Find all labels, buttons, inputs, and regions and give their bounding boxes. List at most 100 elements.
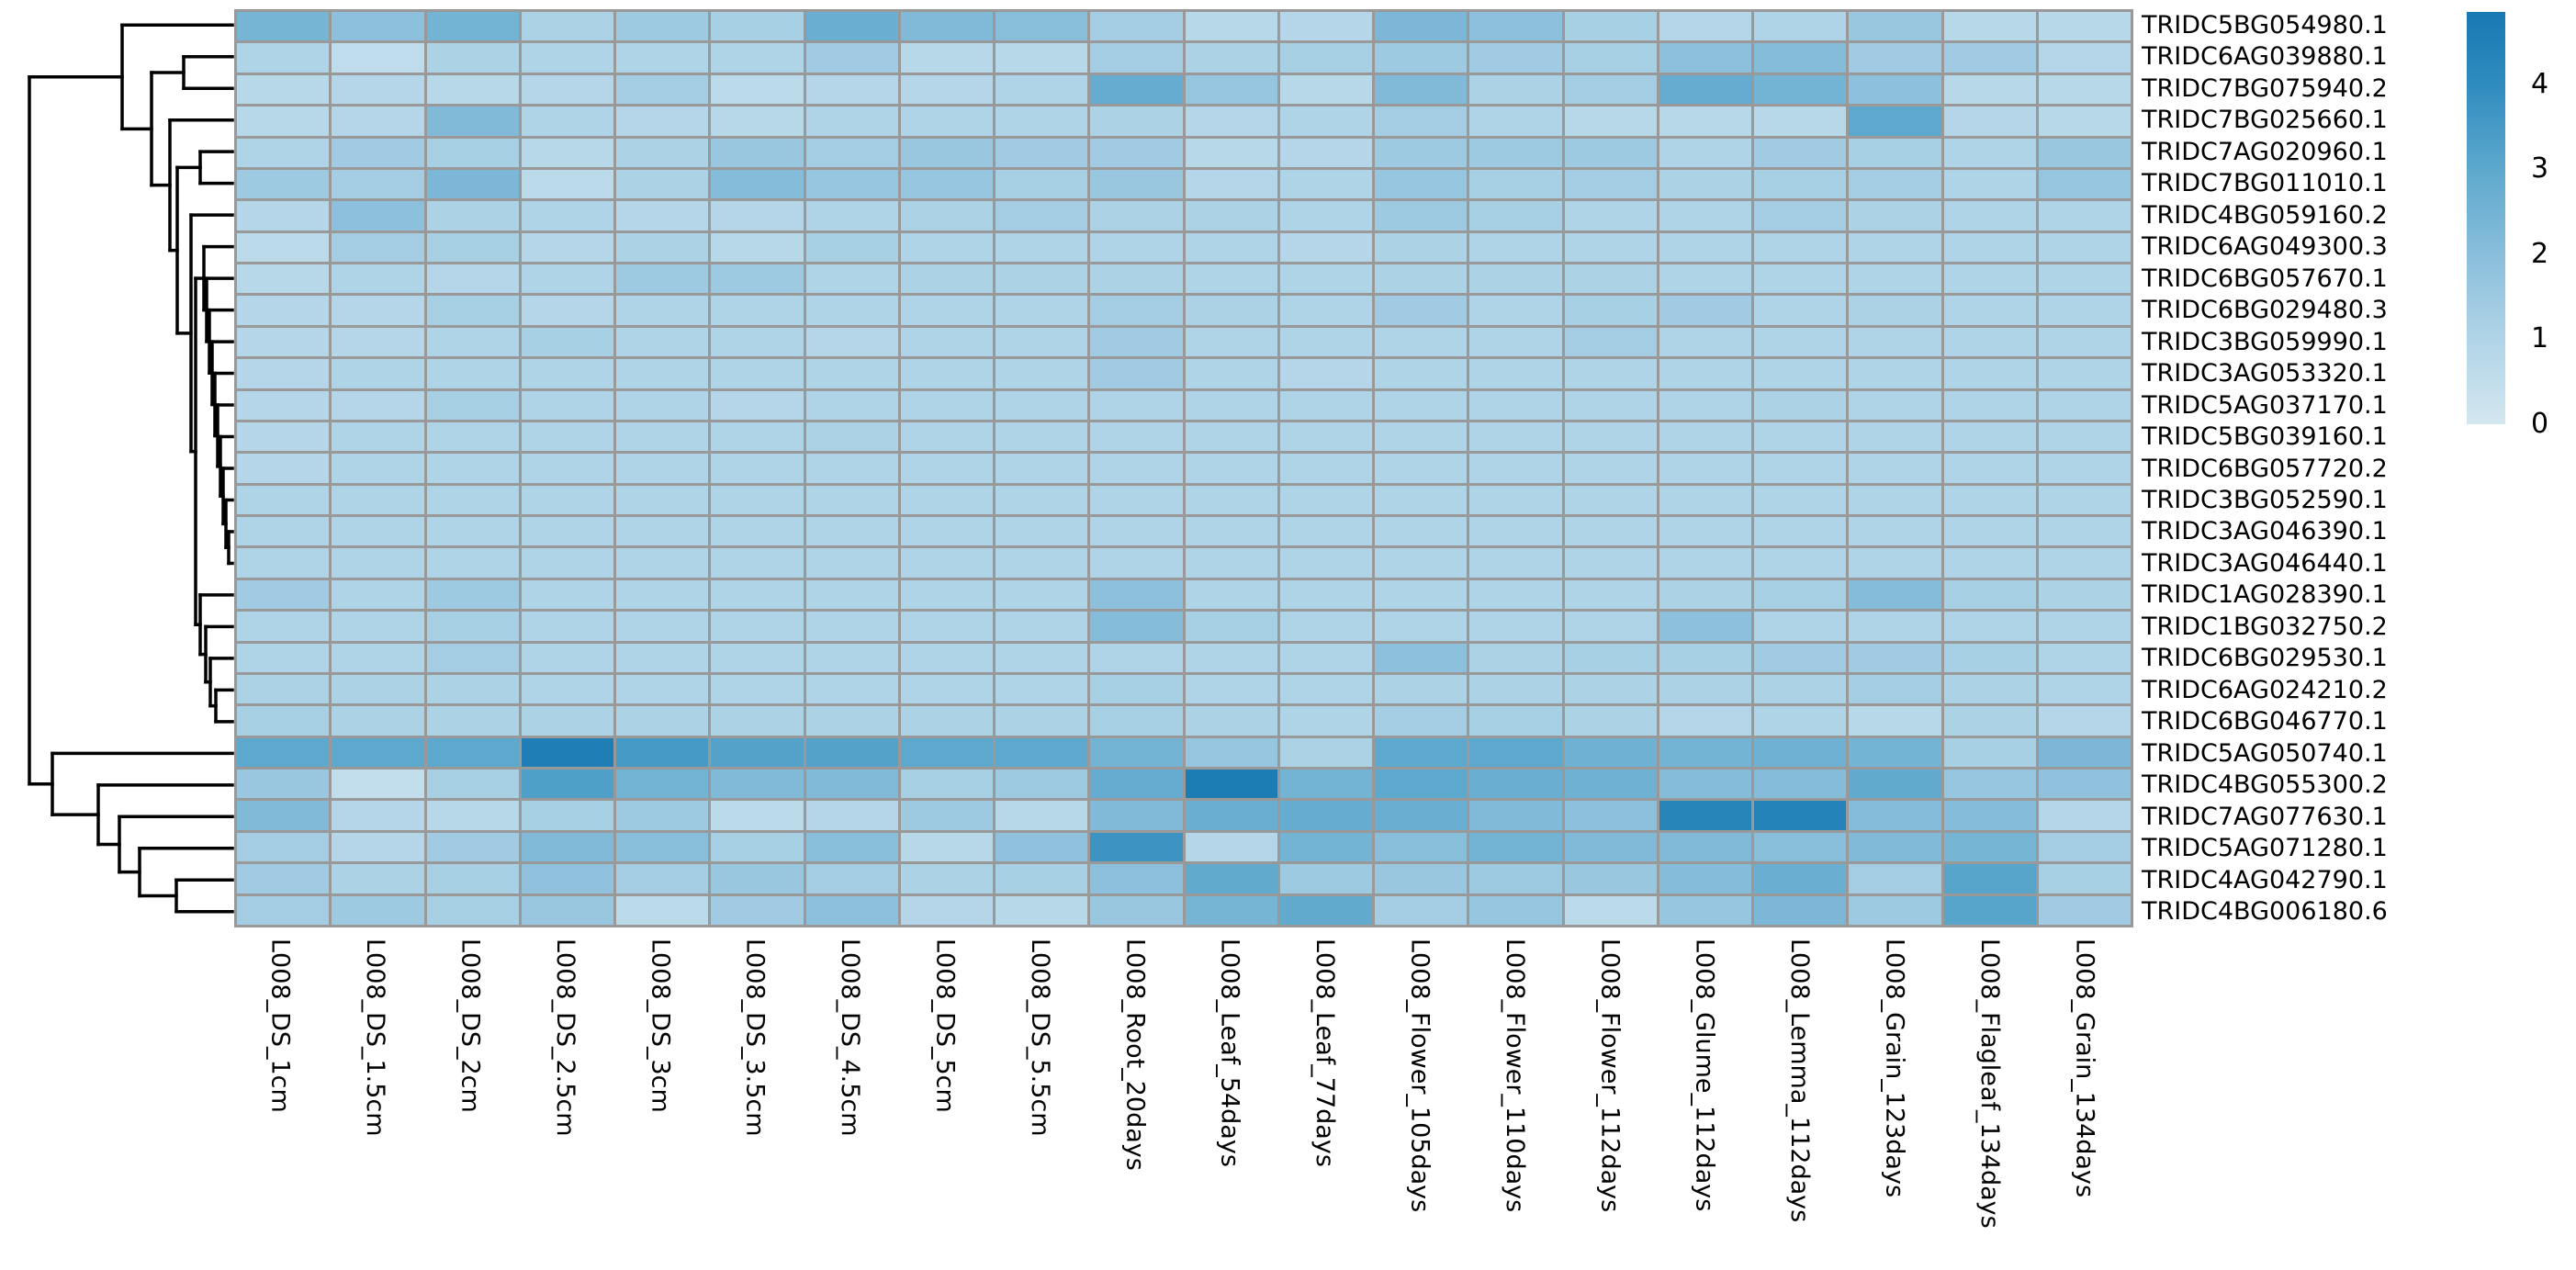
- heatmap-cell: [900, 43, 993, 73]
- heatmap-cell: [1469, 12, 1562, 41]
- heatmap-cell: [900, 232, 993, 263]
- heatmap-cell: [521, 421, 613, 452]
- heatmap-cell: [237, 74, 330, 105]
- heatmap-cell: [900, 485, 993, 515]
- heatmap-cell: [426, 737, 519, 768]
- heatmap-cell: [1659, 169, 1751, 199]
- heatmap-cell: [900, 706, 993, 736]
- heatmap-cell: [900, 454, 993, 483]
- heatmap-cell: [2038, 579, 2131, 610]
- heatmap-cell: [426, 107, 519, 136]
- heatmap-cell: [1469, 359, 1562, 388]
- heatmap-cell: [1090, 107, 1183, 136]
- heatmap-cell: [1754, 359, 1847, 388]
- heatmap-cell: [1659, 770, 1751, 799]
- heatmap-cell: [711, 832, 804, 862]
- heatmap-cell: [237, 454, 330, 483]
- heatmap-cell: [2038, 359, 2131, 388]
- heatmap-cell: [805, 643, 898, 672]
- heatmap-cell: [900, 770, 993, 799]
- heatmap-cell: [996, 359, 1088, 388]
- heatmap-cell: [1375, 864, 1468, 893]
- heatmap-cell: [426, 359, 519, 388]
- heatmap-cell: [2038, 674, 2131, 704]
- heatmap-cell: [1659, 264, 1751, 294]
- row-label: TRIDC6AG049300.3: [2142, 232, 2388, 262]
- heatmap-cell: [900, 643, 993, 672]
- heatmap-cell: [900, 201, 993, 230]
- heatmap-cell: [1185, 832, 1277, 862]
- heatmap-cell: [616, 801, 709, 830]
- column-label: L008_DS_4.5cm: [836, 938, 865, 1137]
- heatmap-cell: [996, 579, 1088, 610]
- row-label: TRIDC3BG059990.1: [2142, 327, 2388, 356]
- heatmap-cell: [2038, 643, 2131, 672]
- heatmap-cell: [1469, 264, 1562, 294]
- heatmap-cell: [1469, 548, 1562, 578]
- heatmap-cell: [1279, 895, 1372, 925]
- heatmap-cell: [1469, 674, 1562, 704]
- heatmap-cell: [616, 674, 709, 704]
- heatmap-cell: [1943, 327, 2036, 357]
- heatmap-cell: [237, 612, 330, 641]
- heatmap-cell: [1659, 579, 1751, 610]
- heatmap-cell: [900, 327, 993, 357]
- heatmap-cell: [1564, 737, 1657, 768]
- heatmap-cell: [1279, 832, 1372, 862]
- heatmap-cell: [711, 138, 804, 167]
- heatmap-cell: [1090, 674, 1183, 704]
- heatmap-cell: [426, 327, 519, 357]
- heatmap-cell: [805, 327, 898, 357]
- heatmap-cell: [616, 327, 709, 357]
- heatmap-cell: [1659, 107, 1751, 136]
- heatmap-cell: [426, 43, 519, 73]
- heatmap-cell: [1090, 74, 1183, 105]
- heatmap-cell: [900, 74, 993, 105]
- heatmap-cell: [332, 801, 424, 830]
- heatmap-cell: [1754, 232, 1847, 263]
- heatmap-cell: [1090, 517, 1183, 546]
- heatmap-cell: [1375, 612, 1468, 641]
- heatmap-cell: [521, 801, 613, 830]
- heatmap-cell: [1943, 674, 2036, 704]
- heatmap-cell: [616, 832, 709, 862]
- heatmap-cell: [711, 674, 804, 704]
- heatmap-cell: [1469, 770, 1562, 799]
- heatmap-cell: [1375, 264, 1468, 294]
- heatmap-cell: [996, 643, 1088, 672]
- heatmap-cell: [1564, 232, 1657, 263]
- heatmap-cell: [805, 548, 898, 578]
- heatmap-cell: [2038, 895, 2131, 925]
- heatmap-cell: [237, 579, 330, 610]
- heatmap-cell: [1469, 43, 1562, 73]
- heatmap-cell: [1279, 485, 1372, 515]
- heatmap-cell: [1849, 548, 1941, 578]
- heatmap-cell: [1659, 74, 1751, 105]
- heatmap-cell: [900, 801, 993, 830]
- heatmap-cell: [1375, 232, 1468, 263]
- column-label: L008_DS_3.5cm: [740, 938, 770, 1137]
- heatmap-cell: [1090, 548, 1183, 578]
- heatmap-cell: [1849, 12, 1941, 41]
- heatmap-cell: [426, 895, 519, 925]
- heatmap-cell: [900, 864, 993, 893]
- row-label: TRIDC3AG053320.1: [2142, 359, 2388, 388]
- heatmap-cell: [1943, 832, 2036, 862]
- heatmap-cell: [2038, 107, 2131, 136]
- heatmap-cell: [1754, 421, 1847, 452]
- heatmap-cell: [332, 832, 424, 862]
- row-label: TRIDC1AG028390.1: [2142, 580, 2388, 610]
- heatmap-cell: [426, 832, 519, 862]
- heatmap-cell: [996, 737, 1088, 768]
- heatmap-cell: [521, 674, 613, 704]
- heatmap-cell: [2038, 770, 2131, 799]
- heatmap-cell: [1659, 43, 1751, 73]
- heatmap-cell: [1090, 612, 1183, 641]
- heatmap-cell: [1659, 327, 1751, 357]
- heatmap-cell: [1659, 706, 1751, 736]
- heatmap-cell: [1279, 169, 1372, 199]
- heatmap-cell: [332, 421, 424, 452]
- heatmap-cell: [616, 517, 709, 546]
- heatmap-cell: [2038, 706, 2131, 736]
- heatmap-cell: [426, 12, 519, 41]
